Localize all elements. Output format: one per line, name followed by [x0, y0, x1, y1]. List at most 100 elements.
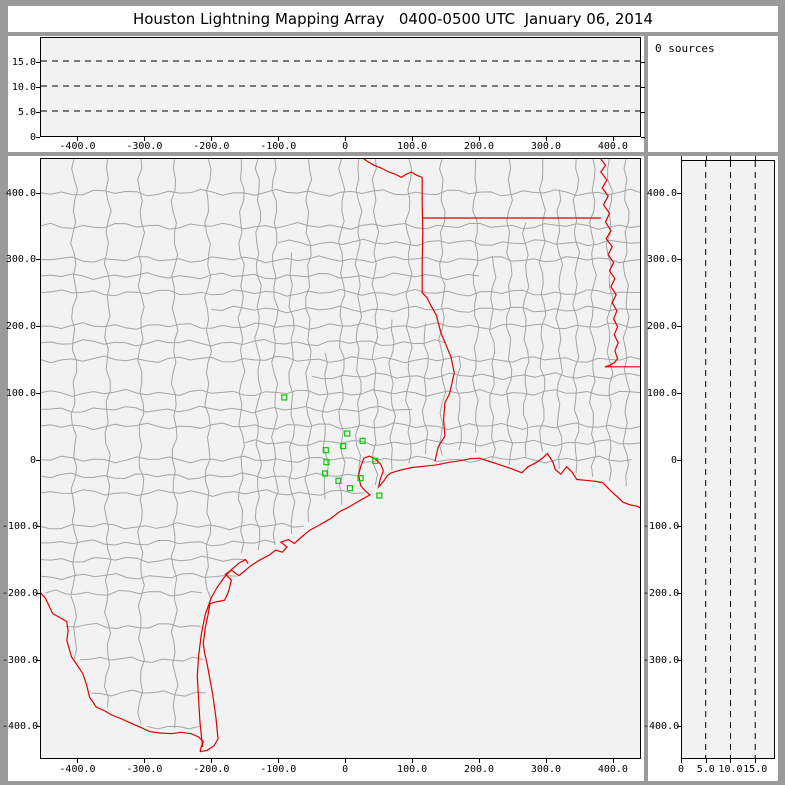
tick-label: 400.0 [5, 187, 36, 199]
tick-label: -300.0 [643, 654, 680, 666]
tick-mark [36, 526, 40, 528]
tick-label: 300.0 [530, 764, 561, 775]
tick-mark [211, 759, 213, 763]
lma-station-marker [372, 457, 379, 464]
panel-altitude-vs-north-south [648, 156, 778, 781]
tick-mark [345, 137, 347, 141]
tick-label: 300.0 [530, 141, 561, 152]
tick-label: -400.0 [643, 721, 680, 733]
tick-mark [641, 62, 645, 63]
tick-label: -100.0 [643, 521, 680, 533]
tick-mark [479, 759, 481, 763]
tick-mark [545, 137, 547, 141]
tick-label: 100.0 [397, 141, 428, 152]
tick-mark [77, 137, 79, 141]
tick-mark [36, 62, 40, 63]
tick-label: 200.0 [5, 321, 36, 333]
tick-mark [705, 759, 707, 763]
tick-mark [730, 759, 732, 763]
tick-mark [545, 759, 547, 763]
lma-station-marker [346, 485, 353, 492]
tick-label: 200.0 [463, 764, 495, 775]
panel-source-count: 0 sources [648, 36, 778, 152]
tick-label: 15.0 [743, 764, 768, 775]
tick-label: -100.0 [2, 521, 39, 533]
tick-label: 10.0 [11, 82, 36, 93]
tick-mark [36, 326, 40, 328]
tick-mark [36, 259, 40, 261]
tick-mark [681, 156, 682, 160]
tick-mark [677, 592, 681, 594]
tick-mark [641, 112, 645, 113]
tick-mark [36, 392, 40, 394]
tick-mark [677, 392, 681, 394]
tick-mark [730, 156, 732, 160]
tick-mark [36, 592, 40, 594]
tick-label: 300.0 [646, 254, 677, 266]
tick-mark [36, 87, 40, 88]
tick-mark [144, 137, 146, 141]
tick-mark [677, 459, 681, 461]
tick-mark [278, 759, 280, 763]
tick-label: -100.0 [260, 141, 297, 152]
tick-label: 200.0 [463, 141, 495, 152]
tick-label: 0 [29, 454, 36, 466]
lma-station-marker [322, 447, 329, 454]
tick-label: -200.0 [2, 587, 39, 599]
tick-label: 400.0 [597, 764, 628, 775]
lma-station-marker [335, 477, 342, 484]
tick-mark [612, 759, 614, 763]
tick-mark [36, 726, 40, 728]
tick-label: -300.0 [2, 654, 39, 666]
plot-altitude-vs-north-south[interactable] [681, 160, 775, 759]
tick-label: 10.0 [718, 764, 743, 775]
tick-mark [36, 192, 40, 194]
lma-station-marker [281, 394, 288, 401]
tick-mark [412, 137, 414, 141]
tick-label: 100.0 [397, 764, 428, 775]
lma-station-marker [323, 459, 330, 466]
tick-mark [641, 137, 645, 138]
tick-label: -100.0 [260, 764, 297, 775]
lma-station-marker [357, 475, 364, 482]
tick-label: -200.0 [193, 141, 230, 152]
lma-station-marker [322, 470, 329, 477]
tick-mark [211, 137, 213, 141]
tick-label: -300.0 [126, 141, 163, 152]
lma-station-marker [376, 492, 383, 499]
tick-label: 15.0 [11, 57, 36, 68]
tick-label: 400.0 [597, 141, 628, 152]
tick-label: 300.0 [5, 254, 36, 266]
tick-mark [36, 659, 40, 661]
tick-label: -400.0 [59, 764, 96, 775]
tick-mark [144, 759, 146, 763]
tick-mark [412, 759, 414, 763]
plot-altitude-vs-east-west[interactable] [40, 37, 641, 137]
panel-plan-view-map [8, 156, 644, 781]
tick-label: 0 [342, 141, 349, 152]
tick-mark [77, 759, 79, 763]
tick-label: -300.0 [126, 764, 163, 775]
tick-label: -400.0 [2, 721, 39, 733]
tick-mark [677, 726, 681, 728]
title-bar: Houston Lightning Mapping Array 0400-050… [8, 6, 778, 32]
tick-mark [36, 137, 40, 138]
tick-mark [479, 137, 481, 141]
tick-mark [36, 112, 40, 113]
tick-label: 0 [670, 454, 677, 466]
tick-label: 400.0 [646, 187, 677, 199]
tick-mark [677, 526, 681, 528]
lma-station-marker [340, 443, 347, 450]
tick-label: 100.0 [646, 387, 677, 399]
lma-station-marker [344, 430, 351, 437]
tick-label: 0 [677, 764, 685, 775]
page-title: Houston Lightning Mapping Array 0400-050… [132, 10, 654, 28]
panel-altitude-vs-east-west [8, 36, 644, 152]
tick-label: -200.0 [193, 764, 230, 775]
plot-plan-view-map[interactable] [40, 158, 641, 759]
tick-mark [677, 259, 681, 261]
tick-label: 0 [29, 132, 36, 143]
tick-mark [677, 326, 681, 328]
tick-label: -400.0 [59, 141, 96, 152]
